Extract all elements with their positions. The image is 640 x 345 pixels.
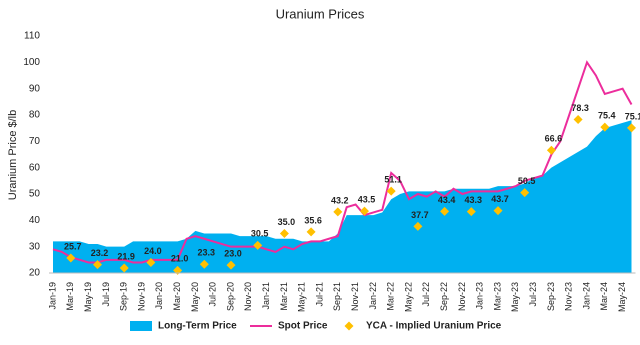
y-tick-label: 80 bbox=[29, 110, 41, 121]
chart-title: Uranium Prices bbox=[276, 6, 365, 21]
y-tick-label: 70 bbox=[29, 136, 41, 147]
x-tick-label: Jan-24 bbox=[581, 282, 591, 310]
data-label: 43.7 bbox=[491, 194, 509, 204]
x-tick-label: Mar-24 bbox=[599, 282, 609, 311]
marker bbox=[146, 257, 156, 267]
x-tick-label: Nov-22 bbox=[457, 282, 467, 311]
area bbox=[53, 120, 632, 274]
y-tick-label: 50 bbox=[29, 189, 41, 200]
marker bbox=[360, 206, 369, 216]
marker bbox=[546, 145, 556, 155]
marker bbox=[119, 263, 129, 273]
data-label: 23.2 bbox=[91, 248, 109, 258]
legend-swatch bbox=[130, 321, 152, 331]
x-tick-label: Sep-23 bbox=[546, 282, 556, 311]
x-tick-label: Sep-21 bbox=[332, 282, 342, 311]
data-label: 43.2 bbox=[331, 195, 349, 205]
marker bbox=[466, 207, 476, 217]
data-label: 35.0 bbox=[278, 217, 296, 227]
x-tick-label: May-24 bbox=[617, 282, 627, 312]
x-tick-label: Jan-22 bbox=[368, 282, 378, 310]
x-tick-label: Mar-20 bbox=[172, 282, 182, 311]
marker bbox=[413, 221, 423, 231]
y-tick-label: 100 bbox=[23, 57, 40, 68]
x-tick-label: Sep-20 bbox=[225, 282, 235, 311]
y-tick-label: 60 bbox=[29, 162, 41, 173]
x-tick-label: Nov-20 bbox=[243, 282, 253, 311]
data-label: 51.1 bbox=[384, 174, 402, 184]
x-tick-label: Jan-20 bbox=[154, 282, 164, 310]
x-tick-label: Sep-19 bbox=[119, 282, 129, 311]
x-tick-label: Jan-21 bbox=[261, 282, 271, 310]
x-tick-label: May-20 bbox=[190, 282, 200, 312]
x-tick-label: May-23 bbox=[510, 282, 520, 312]
x-tick-label: Jul-20 bbox=[208, 282, 218, 307]
legend-label: Long-Term Price bbox=[158, 321, 237, 332]
data-label: 30.5 bbox=[251, 229, 269, 239]
data-label: 75.1 bbox=[625, 111, 640, 121]
data-label: 43.5 bbox=[358, 194, 376, 204]
data-label: 37.7 bbox=[411, 210, 429, 220]
x-tick-label: Nov-23 bbox=[564, 282, 574, 311]
data-label: 21.0 bbox=[171, 254, 189, 264]
y-tick-label: 40 bbox=[29, 215, 41, 226]
x-tick-label: Mar-19 bbox=[65, 282, 75, 311]
marker bbox=[253, 240, 263, 250]
marker bbox=[66, 253, 76, 263]
marker bbox=[226, 260, 236, 270]
data-label: 25.7 bbox=[64, 241, 82, 251]
data-label: 24.0 bbox=[144, 246, 162, 256]
x-tick-label: Jul-22 bbox=[421, 282, 431, 307]
marker bbox=[440, 206, 450, 216]
y-tick-label: 20 bbox=[29, 268, 41, 279]
marker bbox=[279, 229, 289, 238]
y-tick-label: 30 bbox=[29, 241, 41, 252]
marker bbox=[93, 260, 102, 270]
marker bbox=[600, 122, 610, 132]
marker bbox=[199, 259, 209, 269]
legend-label: YCA - Implied Uranium Price bbox=[366, 321, 502, 332]
x-tick-label: Jul-19 bbox=[101, 282, 111, 307]
marker bbox=[520, 188, 530, 198]
x-tick-label: May-21 bbox=[297, 282, 307, 312]
data-label: 35.6 bbox=[304, 215, 322, 225]
x-tick-label: May-19 bbox=[83, 282, 93, 312]
data-label: 78.3 bbox=[571, 103, 589, 113]
data-label: 23.0 bbox=[224, 248, 242, 258]
marker bbox=[306, 227, 316, 237]
y-tick-label: 90 bbox=[29, 83, 41, 94]
marker bbox=[493, 206, 503, 216]
x-tick-label: Nov-21 bbox=[350, 282, 360, 311]
data-label: 75.4 bbox=[598, 110, 616, 120]
y-tick-label: 110 bbox=[24, 31, 40, 42]
data-label: 23.3 bbox=[198, 248, 216, 258]
x-tick-label: Mar-22 bbox=[386, 282, 396, 311]
data-label: 50.5 bbox=[518, 176, 536, 186]
x-tick-label: May-22 bbox=[403, 282, 413, 312]
x-tick-label: Jan-23 bbox=[475, 282, 485, 310]
data-label: 66.6 bbox=[545, 134, 563, 144]
marker bbox=[386, 186, 396, 196]
data-label: 43.4 bbox=[438, 195, 456, 205]
legend-swatch bbox=[344, 321, 354, 331]
marker bbox=[333, 207, 343, 217]
legend-label: Spot Price bbox=[278, 321, 328, 332]
x-tick-label: Mar-23 bbox=[492, 282, 502, 311]
x-tick-label: Jul-23 bbox=[528, 282, 538, 307]
data-label: 21.9 bbox=[117, 251, 135, 261]
x-tick-label: Jul-21 bbox=[314, 282, 324, 307]
marker bbox=[627, 123, 636, 133]
x-tick-label: Mar-21 bbox=[279, 282, 289, 311]
data-label: 43.3 bbox=[465, 195, 483, 205]
y-axis-label: Uranium Price $/lb bbox=[7, 110, 19, 200]
x-tick-label: Sep-22 bbox=[439, 282, 449, 311]
marker bbox=[573, 114, 583, 124]
x-tick-label: Nov-19 bbox=[136, 282, 146, 311]
x-tick-label: Jan-19 bbox=[47, 282, 57, 310]
